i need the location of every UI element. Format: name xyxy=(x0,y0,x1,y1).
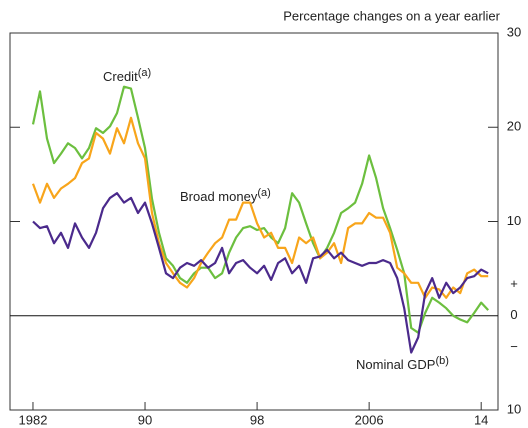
y-tick-label: 20 xyxy=(507,119,521,134)
sign-label: − xyxy=(510,339,518,354)
series-name: Broad money xyxy=(180,189,258,204)
x-tick-label: 98 xyxy=(250,412,264,427)
series-name: Credit xyxy=(103,69,138,84)
x-tick-label: 1982 xyxy=(19,412,48,427)
series-line xyxy=(31,85,490,334)
sign-label: + xyxy=(510,276,518,291)
x-tick-label: 2006 xyxy=(355,412,384,427)
x-tick-label: 14 xyxy=(474,412,488,427)
x-tick-label: 90 xyxy=(138,412,152,427)
series-line xyxy=(31,116,489,299)
series-label: Broad money(a) xyxy=(180,187,271,205)
y-tick-label: 30 xyxy=(507,24,521,39)
series-label: Nominal GDP(b) xyxy=(356,355,449,373)
y-tick-label: 10 xyxy=(507,401,521,416)
y-tick-label: 10 xyxy=(507,213,521,228)
plot-frame xyxy=(9,32,499,411)
series-line xyxy=(32,192,489,354)
chart-subtitle: Percentage changes on a year earlier xyxy=(283,8,500,23)
series-label: Credit(a) xyxy=(103,67,151,85)
series-name: Nominal GDP xyxy=(356,357,435,372)
series-note: (b) xyxy=(435,355,448,367)
series-note: (a) xyxy=(257,187,270,199)
series-note: (a) xyxy=(138,67,151,79)
y-tick-label: 0 xyxy=(510,307,517,322)
